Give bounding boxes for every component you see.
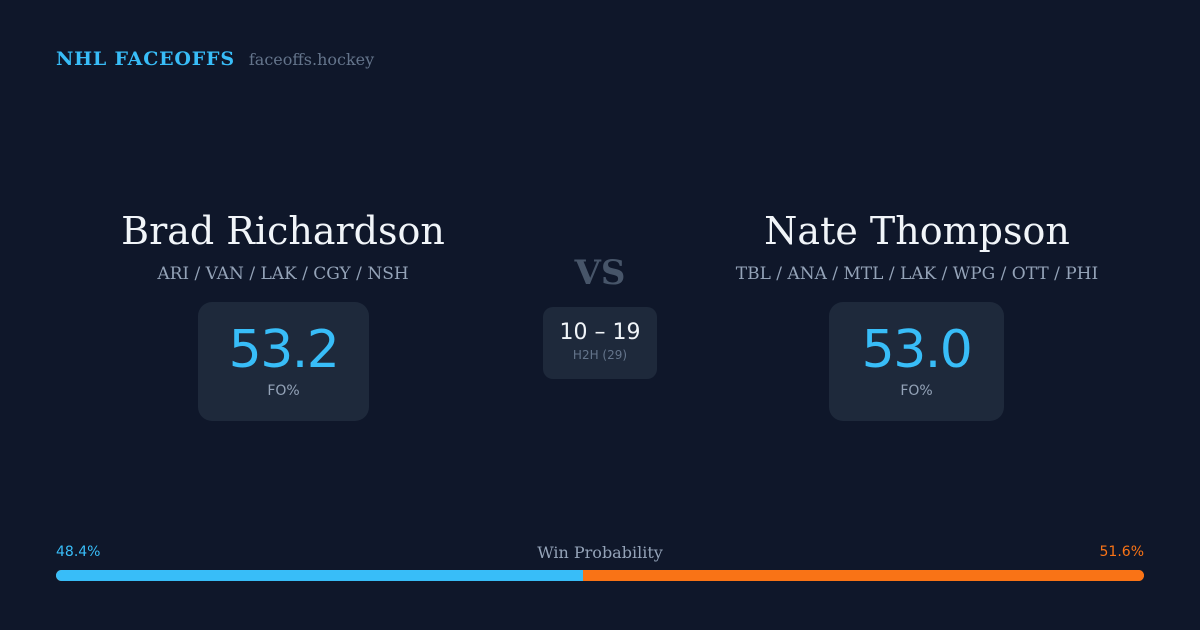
brand-name[interactable]: NHL FACEOFFS xyxy=(56,48,235,70)
h2h-score: 10 – 19 xyxy=(559,320,641,345)
player-left: Brad Richardson ARI / VAN / LAK / CGY / … xyxy=(56,204,510,286)
player-right-fo-value: 53.0 xyxy=(861,320,973,380)
player-left-teams: ARI / VAN / LAK / CGY / NSH xyxy=(157,264,409,284)
player-right-fo-card: 53.0 FO% xyxy=(829,302,1004,421)
player-right-teams: TBL / ANA / MTL / LAK / WPG / OTT / PHI xyxy=(735,264,1099,284)
win-prob-bar-right xyxy=(582,570,1144,581)
h2h-label: H2H (29) xyxy=(572,348,628,362)
win-prob-right: 51.6% xyxy=(1099,544,1144,560)
player-right: Nate Thompson TBL / ANA / MTL / LAK / WP… xyxy=(690,204,1144,286)
brand-header: NHL FACEOFFS faceoffs.hockey xyxy=(56,48,374,70)
player-left-fo-value: 53.2 xyxy=(228,320,340,380)
player-left-fo-label: FO% xyxy=(267,383,300,399)
player-left-name[interactable]: Brad Richardson xyxy=(121,209,445,253)
versus-label: VS xyxy=(574,253,626,293)
win-prob-left: 48.4% xyxy=(56,544,101,560)
win-prob-bar xyxy=(56,570,1144,581)
player-right-fo-label: FO% xyxy=(900,383,933,399)
player-right-name[interactable]: Nate Thompson xyxy=(764,209,1070,253)
win-prob-bar-left xyxy=(56,570,583,581)
brand-domain[interactable]: faceoffs.hockey xyxy=(248,50,375,69)
h2h-card: 10 – 19 H2H (29) xyxy=(543,307,657,379)
player-left-fo-card: 53.2 FO% xyxy=(198,302,369,421)
win-prob-title: Win Probability xyxy=(537,543,663,562)
